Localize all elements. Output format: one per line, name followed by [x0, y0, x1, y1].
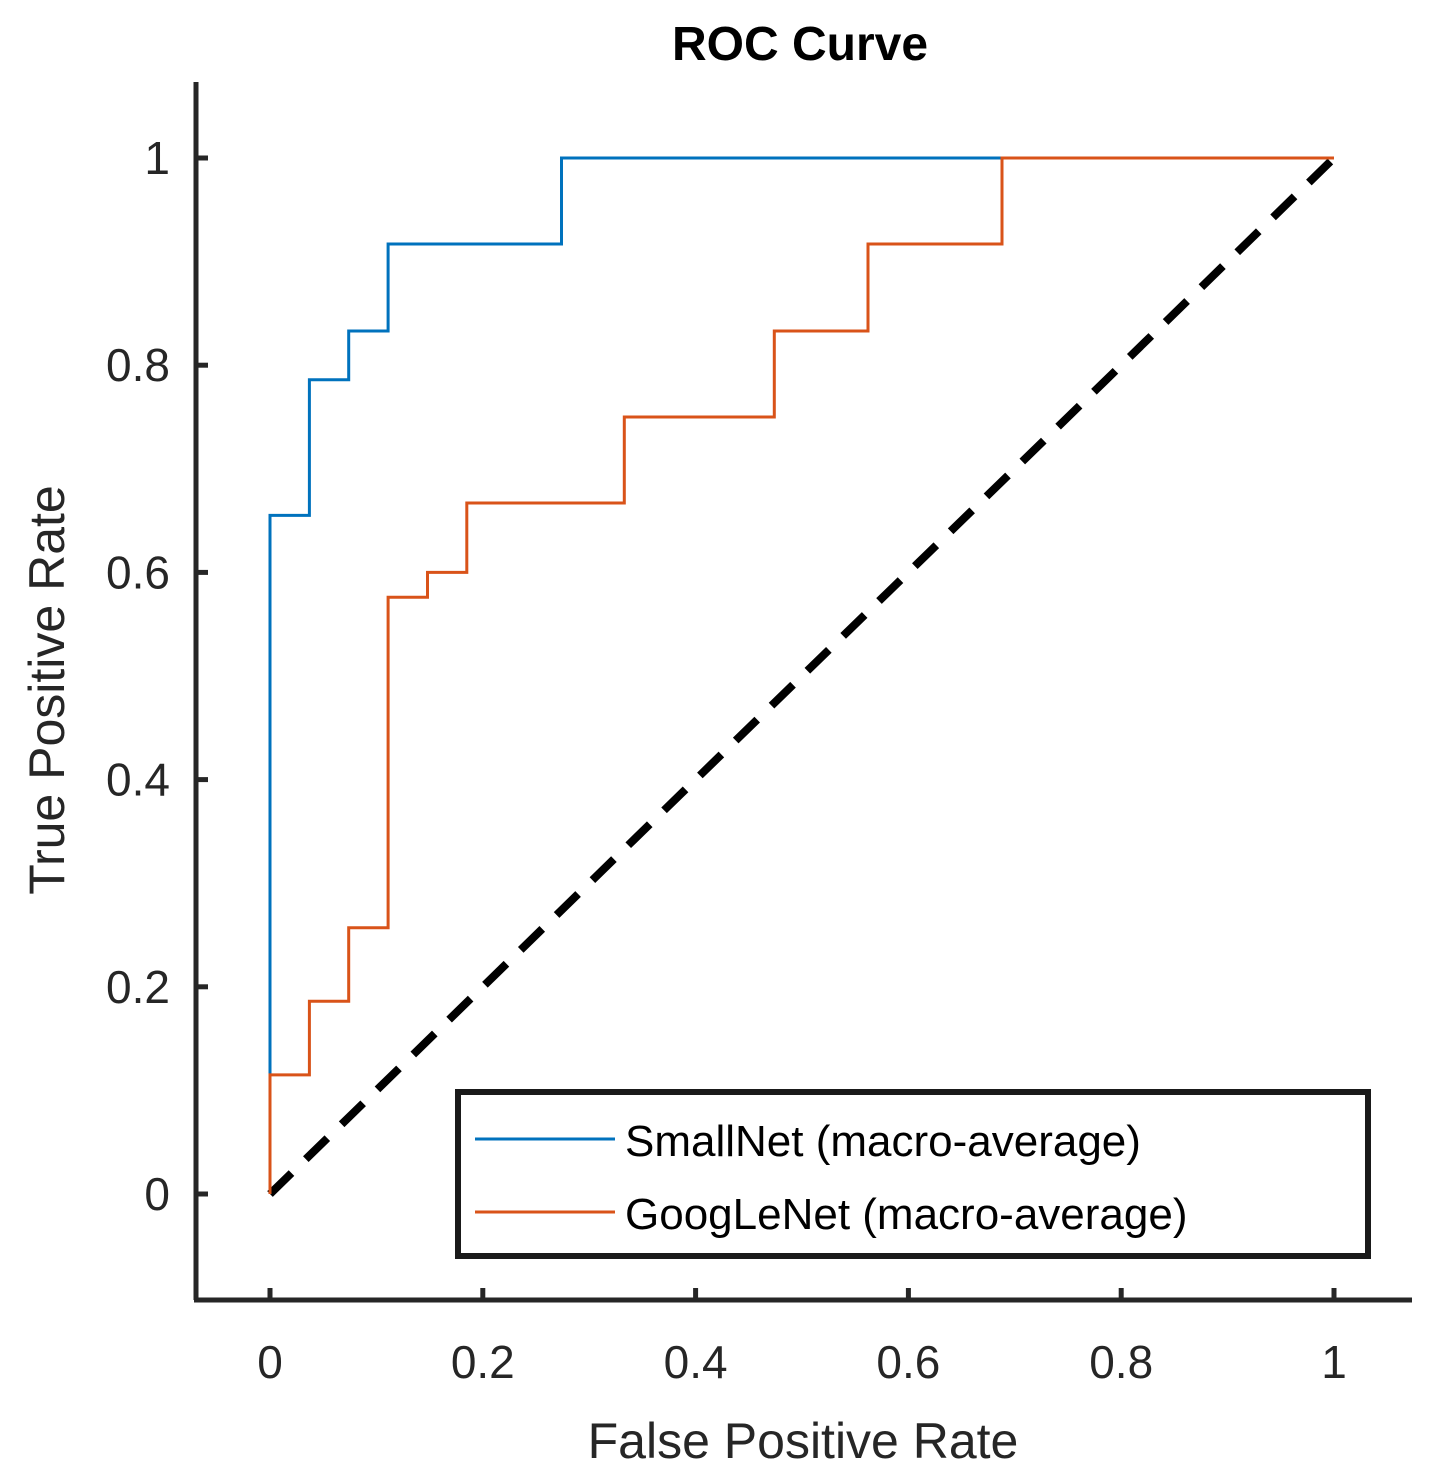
y-tick-label: 0.6: [106, 546, 170, 598]
y-tick-label: 0: [144, 1168, 170, 1220]
x-tick-label: 1: [1321, 1336, 1347, 1388]
series-line-smallnet: [268, 156, 1334, 1194]
chart-title: ROC Curve: [672, 18, 928, 71]
x-ticks: 0 0.2 0.4 0.6 0.8 1: [257, 1288, 1347, 1388]
legend-box: [455, 1089, 1371, 1259]
y-ticks: 0 0.2 0.4 0.6 0.8 1: [106, 132, 208, 1220]
x-tick-label: 0.8: [1089, 1336, 1153, 1388]
x-tick-label: 0: [257, 1336, 283, 1388]
x-tick-label: 0.6: [876, 1336, 940, 1388]
y-tick-label: 0.4: [106, 754, 170, 806]
legend-label-smallnet: SmallNet (macro-average): [625, 1117, 1141, 1166]
plot-area: [267, 155, 1337, 1197]
reference-diagonal-line: [267, 155, 1337, 1197]
series-line-googlenet: [268, 156, 1334, 1194]
y-tick-label: 0.8: [106, 339, 170, 391]
y-axis-label: True Positive Rate: [19, 485, 75, 894]
x-tick-label: 0.2: [451, 1336, 515, 1388]
x-tick-label: 0.4: [664, 1336, 728, 1388]
y-tick-label: 1: [144, 132, 170, 184]
y-tick-label: 0.2: [106, 961, 170, 1013]
legend: SmallNet (macro-average) GoogLeNet (macr…: [455, 1089, 1371, 1259]
axes: [193, 82, 1412, 1303]
legend-label-googlenet: GoogLeNet (macro-average): [625, 1190, 1187, 1239]
x-axis-label: False Positive Rate: [588, 1413, 1019, 1469]
